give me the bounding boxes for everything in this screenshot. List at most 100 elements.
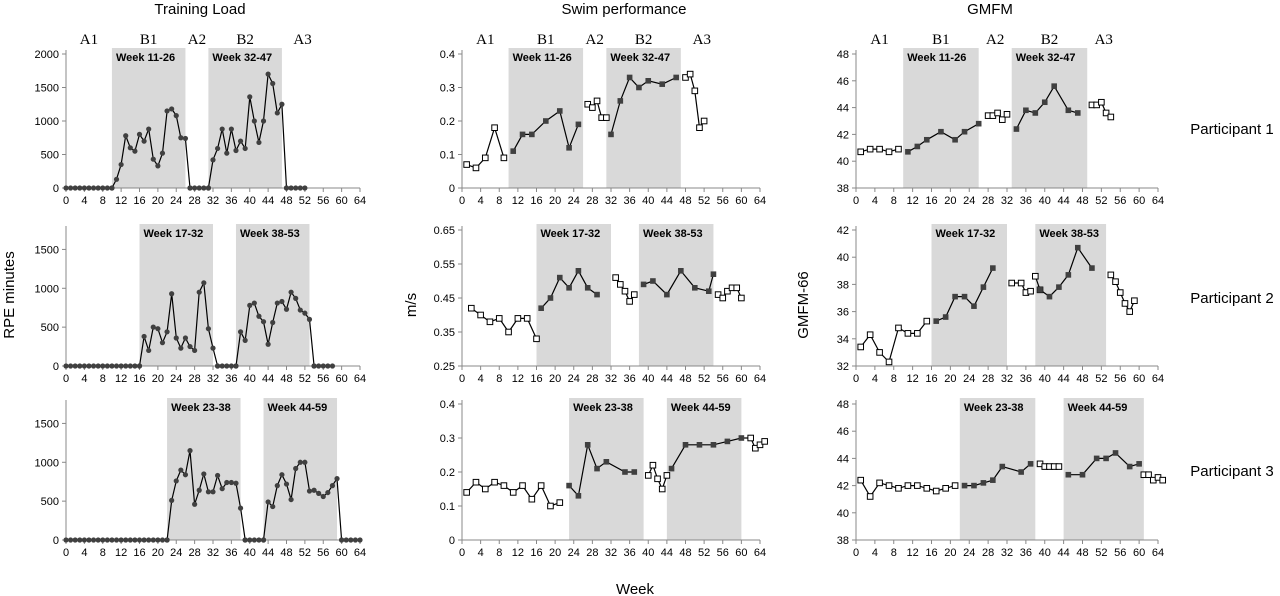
data-point [329, 483, 336, 489]
x-tick-label: 16 [133, 547, 145, 559]
data-point [274, 110, 280, 116]
x-tick-label: 64 [1152, 547, 1164, 559]
data-point [67, 537, 74, 543]
data-point [857, 148, 865, 156]
x-tick-label: 36 [624, 547, 636, 559]
intervention-band [235, 224, 310, 366]
data-point [260, 537, 267, 543]
x-tick-label: 0 [853, 373, 859, 385]
data-point [196, 185, 202, 191]
x-tick-label: 0 [63, 547, 69, 559]
data-point [256, 139, 262, 146]
x-tick-label: 8 [100, 547, 106, 559]
data-point [210, 345, 216, 351]
data-point [90, 363, 97, 369]
data-point [155, 537, 161, 543]
x-tick-label: 56 [317, 373, 329, 385]
y-tick-label: 34 [837, 334, 849, 346]
data-point [668, 465, 675, 472]
data-point [1093, 455, 1100, 462]
data-point [233, 480, 239, 486]
data-point [1089, 265, 1095, 271]
x-tick-label: 64 [754, 195, 766, 207]
y-tick-label: 1000 [35, 283, 59, 295]
data-point [700, 117, 708, 125]
x-tick-label: 24 [963, 547, 975, 559]
data-point [141, 333, 147, 340]
x-tick-label: 8 [496, 547, 502, 559]
x-tick-label: 20 [549, 195, 561, 207]
data-point [914, 330, 921, 337]
data-point [178, 135, 184, 141]
data-point [866, 331, 874, 339]
data-point [904, 482, 912, 489]
y-tick-label: 38 [837, 535, 849, 547]
data-point [650, 278, 656, 284]
data-point [288, 185, 294, 191]
chart-sp1: Week 11-26 Week 32-47 A1 B1 A2 B2 A3 0 0.1 0.2 0.3… [440, 32, 766, 207]
band-label: Week 23-38 [964, 402, 1024, 414]
x-tick-label: 8 [891, 373, 897, 385]
data-point [86, 363, 92, 369]
data-point [481, 485, 489, 493]
data-point [1008, 279, 1016, 287]
band-label: Week 11-26 [513, 52, 572, 64]
x-tick-label: 60 [735, 195, 747, 207]
data-point [100, 537, 106, 543]
band-label: Week 38-53 [643, 228, 703, 240]
data-point [192, 185, 198, 191]
data-point [724, 438, 731, 445]
band-label: Week 44-59 [268, 402, 328, 414]
data-point [481, 154, 489, 162]
data-point [146, 126, 152, 132]
data-point [575, 268, 582, 274]
data-point [339, 537, 345, 543]
data-point [1023, 107, 1029, 114]
x-tick-label: 44 [661, 373, 673, 385]
data-point [77, 537, 83, 543]
x-tick-label: 64 [754, 547, 766, 559]
data-point [283, 306, 290, 312]
intervention-band [959, 398, 1036, 540]
data-point [630, 291, 638, 298]
data-point [682, 74, 689, 81]
data-point [247, 94, 253, 100]
data-point [942, 485, 949, 492]
data-point [942, 314, 949, 320]
x-tick-label: 52 [299, 195, 311, 207]
data-point [593, 97, 601, 105]
data-point [159, 340, 166, 346]
data-point [747, 434, 754, 442]
phase-label: A3 [1095, 32, 1113, 48]
data-point [705, 288, 712, 294]
data-point [178, 345, 184, 351]
x-tick-label: 40 [244, 195, 256, 207]
data-point [603, 459, 610, 465]
data-point [219, 126, 225, 132]
data-point [306, 488, 313, 494]
data-point [201, 471, 207, 477]
data-point [109, 185, 115, 191]
data-point [205, 326, 212, 332]
data-point [547, 295, 554, 301]
x-tick-label: 20 [152, 547, 164, 559]
data-point [210, 489, 216, 495]
data-point [463, 489, 470, 496]
x-tick-label: 36 [225, 547, 237, 559]
y-tick-label: 46 [837, 426, 849, 438]
x-tick-label: 4 [872, 195, 878, 207]
x-tick-label: 0 [63, 373, 69, 385]
x-tick-label: 52 [1095, 373, 1107, 385]
x-tick-label: 44 [1058, 195, 1070, 207]
x-axis-title-week: Week [616, 581, 655, 596]
y-tick-label: 1500 [35, 83, 59, 95]
x-tick-label: 56 [1114, 547, 1126, 559]
data-point [895, 145, 902, 153]
phase-label: A2 [188, 32, 206, 48]
chart-panels: Week 11-26 Week 32-47 A1 B1 A2 B2 A3 0 500 1000 15… [35, 32, 1167, 559]
data-point [1027, 461, 1034, 467]
data-point [113, 537, 120, 543]
x-tick-label: 0 [63, 195, 69, 207]
